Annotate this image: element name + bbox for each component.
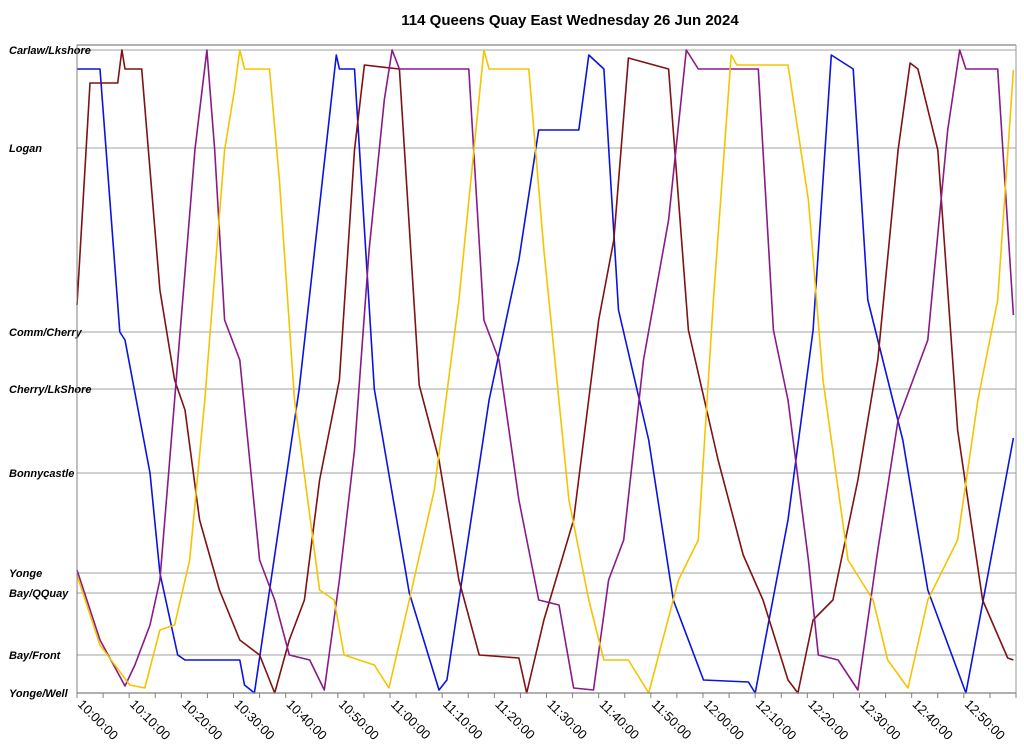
- x-axis-ticks: 10:00:00 10:10:00 10:20:00 10:30:00 10:40:00…: [75, 693, 1017, 743]
- y-stop-label: Cherry/LkShore: [9, 384, 92, 396]
- series-line-vehicle-gold: [76, 49, 1015, 694]
- x-tick-label: 10:00:00: [75, 697, 121, 743]
- x-tick-label: 10:50:00: [336, 697, 382, 743]
- series-line-vehicle-blue: [77, 54, 1015, 694]
- x-tick-label: 12:30:00: [857, 697, 903, 743]
- series-lines: [76, 49, 1015, 694]
- x-tick-label: 10:40:00: [284, 697, 330, 743]
- y-stop-label: Logan: [9, 143, 42, 155]
- x-tick-label: 12:50:00: [962, 697, 1008, 743]
- series-line-vehicle-purple: [76, 49, 1015, 691]
- y-stop-label: Carlaw/Lkshore: [9, 45, 91, 57]
- x-tick-label: 12:20:00: [805, 697, 851, 743]
- x-tick-label: 11:20:00: [492, 697, 538, 743]
- x-tick-label: 12:00:00: [701, 697, 747, 743]
- x-tick-label: 11:50:00: [649, 697, 695, 743]
- gridlines: [77, 49, 1016, 656]
- x-tick-label: 10:30:00: [231, 697, 277, 743]
- x-tick-label: 11:10:00: [440, 697, 486, 743]
- x-tick-label: 12:10:00: [753, 697, 799, 743]
- series-line-vehicle-darkred: [76, 49, 1014, 694]
- y-stop-label: Comm/Cherry: [9, 327, 83, 339]
- y-stop-label: Bonnycastle: [9, 468, 74, 480]
- y-stop-label: Yonge: [9, 568, 42, 580]
- x-tick-label: 12:40:00: [910, 697, 956, 743]
- y-stop-label: Yonge/Well: [9, 688, 69, 700]
- x-tick-label: 10:20:00: [179, 697, 225, 743]
- y-stop-label: Bay/QQuay: [9, 588, 69, 600]
- y-axis-stop-labels: Carlaw/Lkshore Logan Comm/Cherry Cherry/LkS…: [9, 45, 92, 700]
- x-tick-label: 11:40:00: [597, 697, 643, 743]
- x-tick-label: 11:00:00: [388, 697, 434, 743]
- axes: [76, 44, 1017, 694]
- y-stop-label: Bay/Front: [9, 650, 62, 662]
- chart-title: 114 Queens Quay East Wednesday 26 Jun 20…: [401, 12, 739, 29]
- x-tick-label: 11:30:00: [544, 697, 590, 743]
- x-tick-label: 10:10:00: [127, 697, 173, 743]
